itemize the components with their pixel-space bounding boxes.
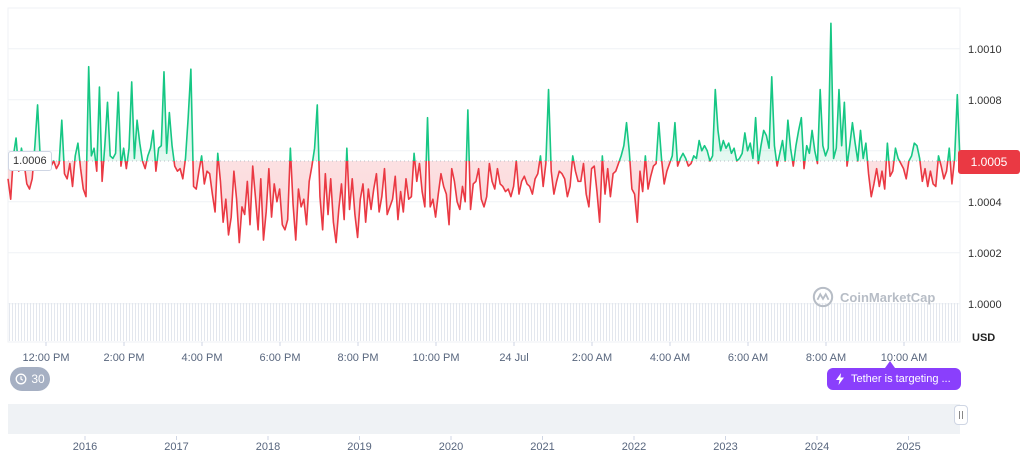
x-tick-label: 12:00 PM: [22, 352, 69, 364]
chart-lines: [7, 22, 961, 244]
event-marker-icon[interactable]: [885, 361, 895, 368]
watermark-text: CoinMarketCap: [840, 289, 936, 305]
x-tick-label: 4:00 PM: [182, 352, 223, 364]
reference-price-label: 1.0006: [8, 151, 52, 171]
event-pill[interactable]: Tether is targeting ...: [827, 368, 961, 390]
area-above-reference: [8, 23, 960, 161]
lightning-icon: [836, 373, 844, 385]
y-tick-label: 1.0000: [968, 299, 1002, 311]
interval-button[interactable]: 30: [10, 367, 50, 391]
coinmarketcap-logo-icon: [812, 286, 834, 308]
current-price-tag: 1.0005: [958, 150, 1020, 174]
y-tick-label: 1.0004: [968, 197, 1002, 209]
x-tick-label: 24 Jul: [499, 352, 528, 364]
navigator-handle[interactable]: [954, 405, 968, 425]
x-tick-label: 8:00 AM: [806, 352, 846, 364]
y-tick-label: 1.0008: [968, 95, 1002, 107]
x-tick-label: 8:00 PM: [338, 352, 379, 364]
y-tick-label: 1.0002: [968, 248, 1002, 260]
interval-label: 30: [31, 372, 45, 386]
y-axis-labels: 1.0010 1.0008 1.0004 1.0002 1.0000: [968, 44, 1002, 311]
y-tick-label: 1.0010: [968, 44, 1002, 56]
clock-icon: [15, 373, 27, 385]
watermark: CoinMarketCap: [812, 286, 935, 308]
range-navigator[interactable]: [8, 404, 960, 434]
x-axis-labels: 12:00 PM 2:00 PM 4:00 PM 6:00 PM 8:00 PM 10:0…: [22, 342, 927, 364]
chart-areas: [8, 23, 960, 243]
currency-label: USD: [972, 332, 996, 344]
x-tick-label: 6:00 AM: [728, 352, 768, 364]
x-tick-label: 2:00 AM: [572, 352, 612, 364]
volume-area: [8, 303, 960, 341]
x-tick-label: 2:00 PM: [104, 352, 145, 364]
x-tick-label: 6:00 PM: [260, 352, 301, 364]
price-line-below: [7, 160, 961, 244]
area-below-reference: [8, 160, 960, 243]
x-tick-label: 4:00 AM: [650, 352, 690, 364]
event-label: Tether is targeting ...: [851, 373, 951, 385]
x-tick-label: 10:00 PM: [412, 352, 459, 364]
price-line-above: [12, 22, 961, 161]
